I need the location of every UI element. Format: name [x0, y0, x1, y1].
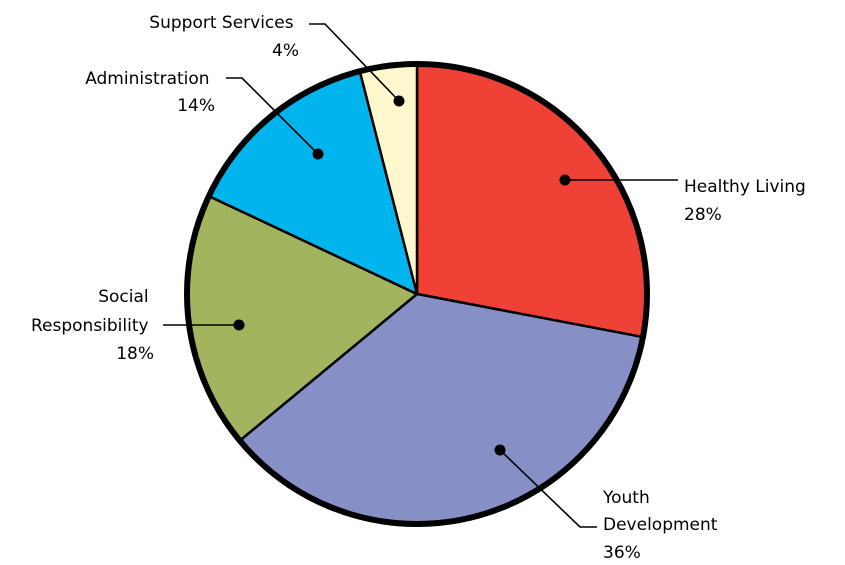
leader-line-support-services [309, 23, 400, 102]
leader-dot-healthy-living [559, 174, 571, 186]
label-youth-development: Youth Development 36% [602, 488, 723, 563]
label-administration: Administration 14% [85, 69, 215, 116]
leader-line-youth-development [499, 449, 597, 528]
leader-dot-social-responsibility [233, 319, 245, 331]
leader-line-administration [226, 77, 319, 155]
label-leaders [163, 23, 678, 528]
label-social-responsibility: Social Responsibility 18% [31, 287, 154, 364]
leader-dot-administration [312, 148, 324, 160]
label-support-services: Support Services 4% [149, 13, 299, 61]
pie-slice-healthy-living [415, 62, 649, 339]
pie-outline [184, 61, 650, 527]
leader-dot-youth-development [494, 444, 506, 456]
leader-dot-support-services [393, 95, 405, 107]
label-healthy-living: Healthy Living 28% [684, 177, 811, 225]
